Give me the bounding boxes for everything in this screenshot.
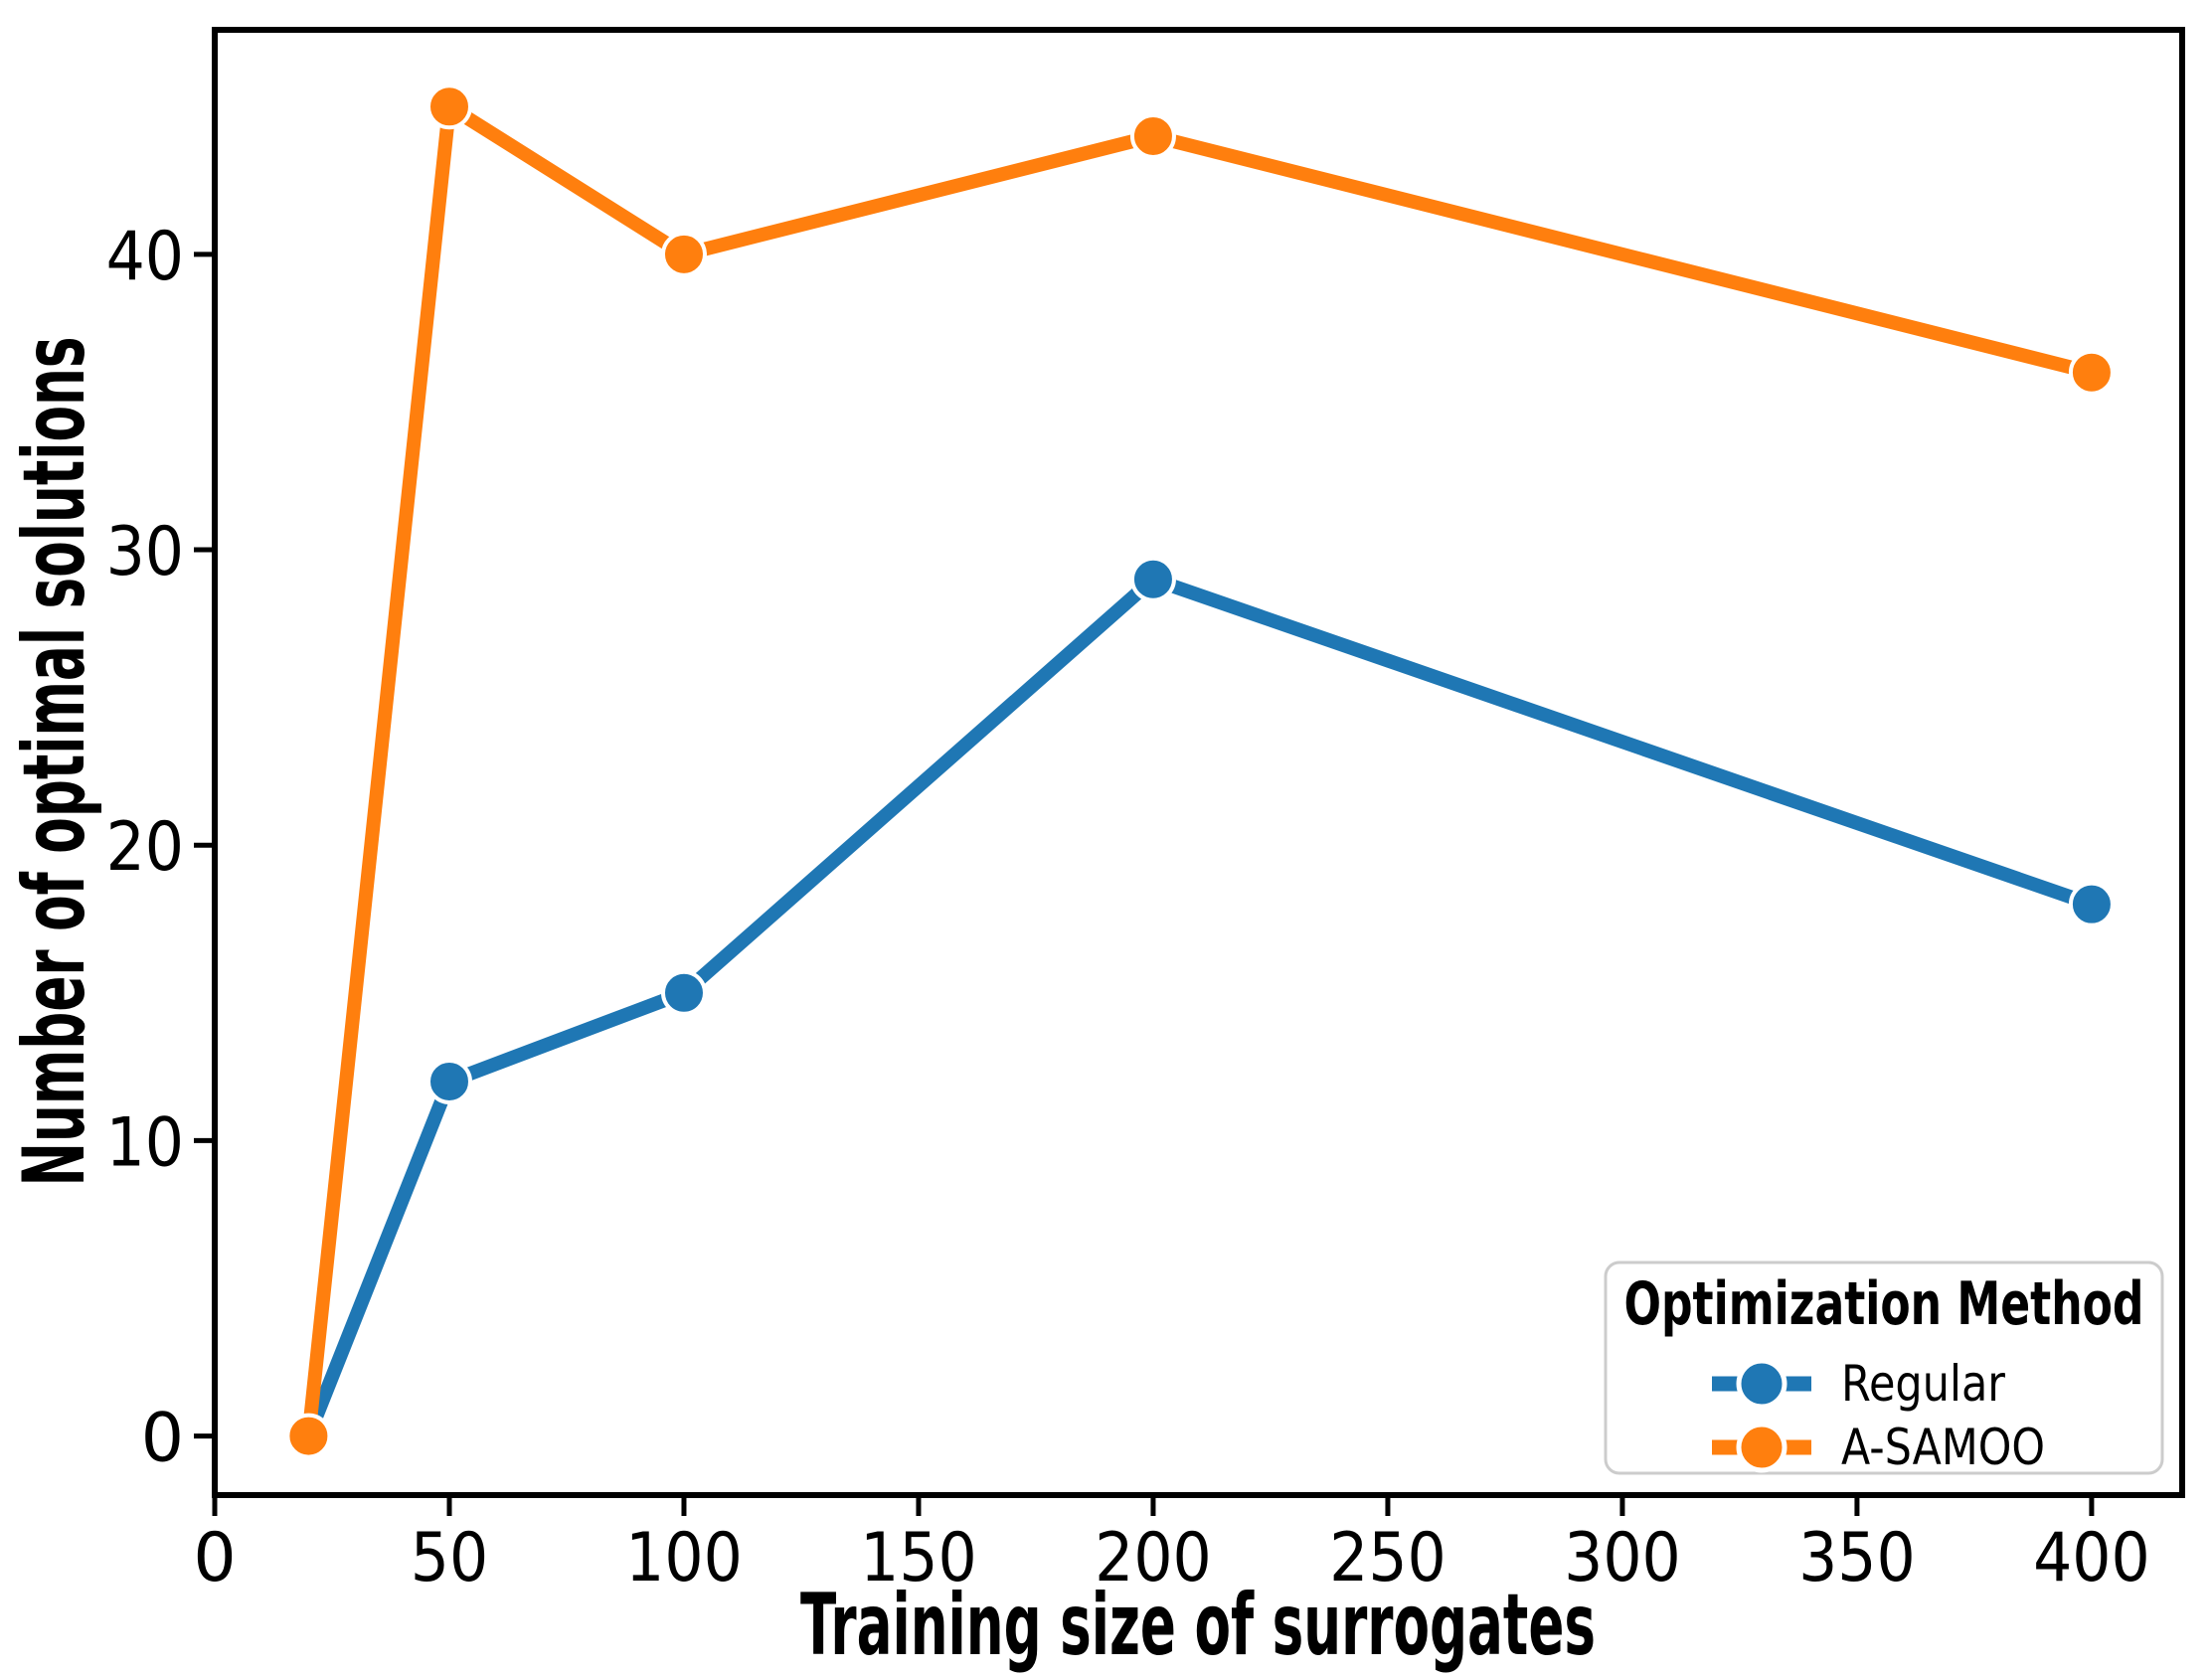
- data-point-marker: [1129, 112, 1176, 159]
- data-point-marker: [425, 1058, 472, 1104]
- series-a-samoo: [285, 84, 2115, 1459]
- legend-box: [1604, 1260, 2164, 1475]
- x-tick-label: 150: [860, 1519, 977, 1597]
- data-point-marker: [660, 969, 707, 1016]
- data-point-marker: [660, 231, 707, 277]
- plot-border: [212, 27, 2185, 1498]
- data-point-marker: [285, 1413, 332, 1459]
- y-axis-label: Number of optimal solutions: [5, 337, 104, 1187]
- legend: Optimization Method Regular A-SAMOO: [1604, 1260, 2164, 1476]
- x-tick-label: 300: [1564, 1519, 1681, 1597]
- legend-label: A-SAMOO: [1841, 1419, 2045, 1476]
- data-point-marker: [1129, 556, 1176, 602]
- x-tick-label: 0: [193, 1519, 236, 1597]
- legend-marker: [1736, 1358, 1787, 1410]
- legend-title: Optimization Method: [1624, 1269, 2144, 1339]
- y-tick-label: 30: [106, 513, 184, 591]
- legend-marker: [1736, 1422, 1787, 1473]
- y-tick-label: 10: [106, 1103, 184, 1182]
- x-tick-label: 350: [1798, 1519, 1916, 1597]
- y-tick-label: 20: [106, 808, 184, 887]
- legend-entry-a-samoo: A-SAMOO: [1712, 1419, 2045, 1476]
- legend-label: Regular: [1841, 1355, 2005, 1413]
- x-tick-label: 250: [1329, 1519, 1446, 1597]
- y-tick-label: 0: [141, 1400, 184, 1478]
- x-tick-label: 200: [1095, 1519, 1212, 1597]
- x-tick-label: 50: [411, 1519, 488, 1597]
- x-tick-label: 100: [625, 1519, 743, 1597]
- data-point-marker: [2068, 881, 2115, 927]
- series-line: [301, 99, 2099, 1443]
- legend-entry-regular: Regular: [1712, 1355, 2005, 1413]
- x-axis-label: Training size of surrogates: [800, 1576, 1596, 1675]
- x-tick-label: 400: [2033, 1519, 2150, 1597]
- data-point-marker: [425, 84, 472, 130]
- data-point-marker: [2068, 349, 2115, 396]
- y-tick-label: 40: [106, 218, 184, 296]
